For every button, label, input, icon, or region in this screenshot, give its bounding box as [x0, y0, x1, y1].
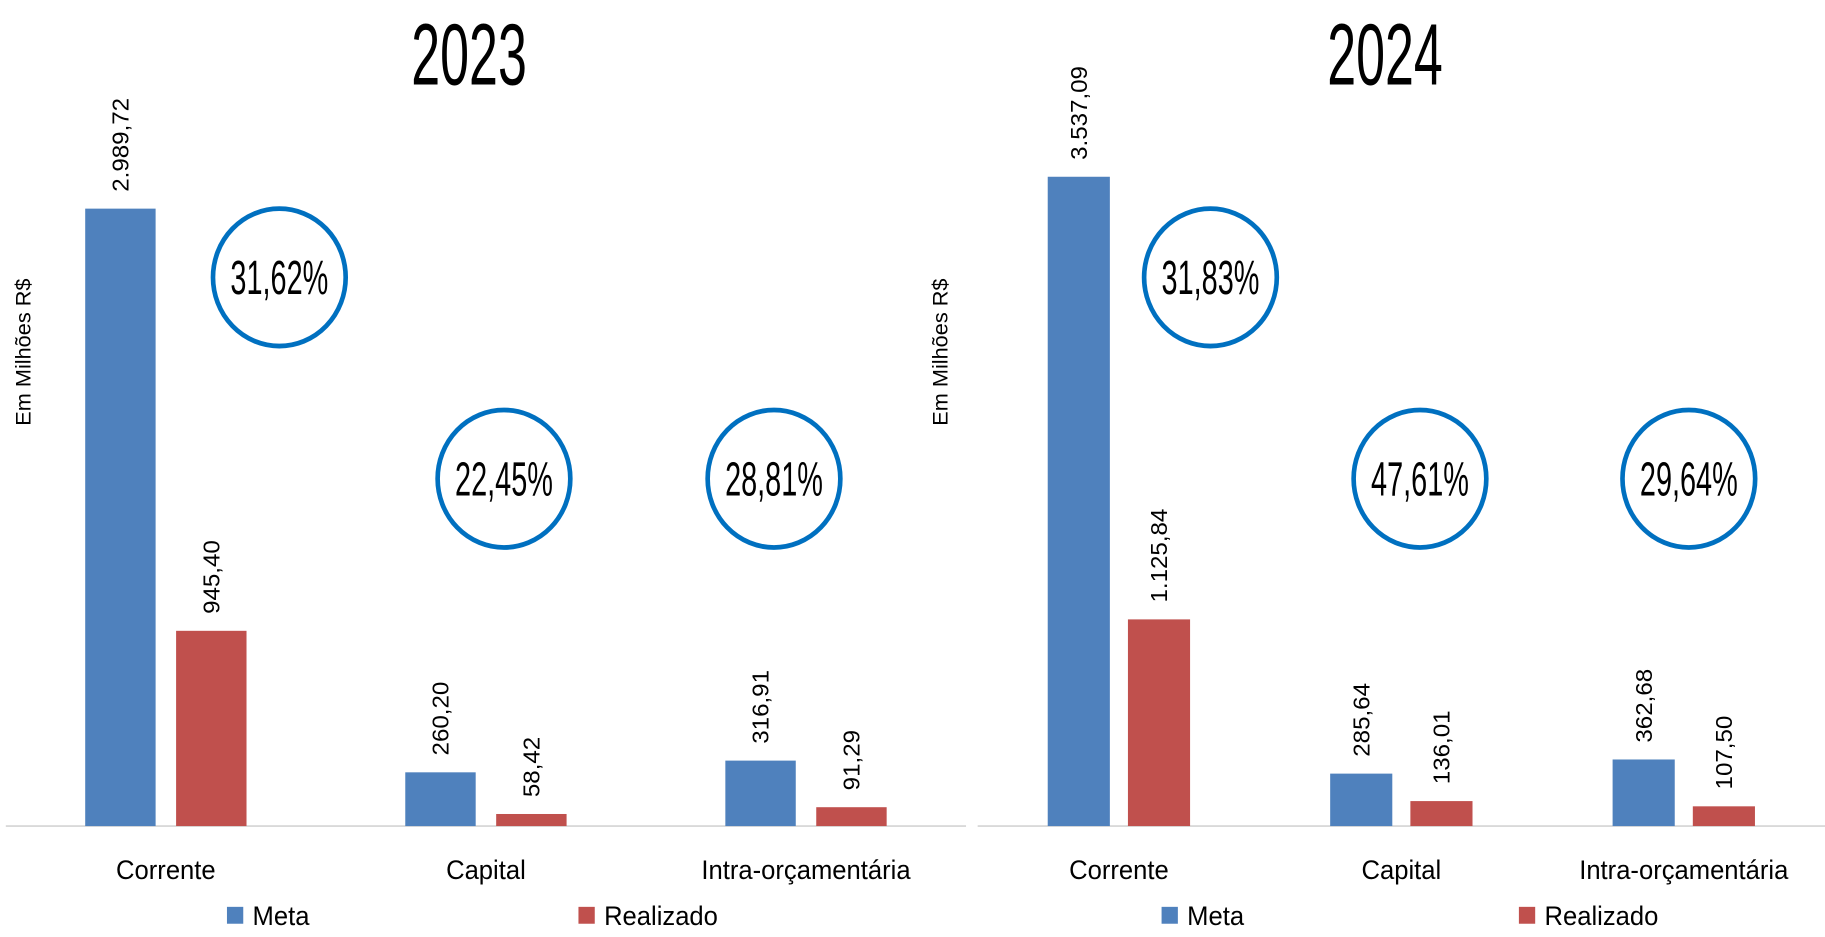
legend-label-line: Meta [1187, 901, 1244, 932]
annotation: 47,61% [1371, 453, 1469, 506]
legend-swatch [1518, 906, 1536, 924]
chart-title: 2024 [1327, 7, 1443, 104]
value-label: 136,01 [1430, 710, 1456, 784]
value-label: 260,20 [429, 682, 455, 756]
x-tick-label: Corrente [1069, 855, 1169, 886]
annotation: 28,81% [725, 453, 823, 506]
legend-label: Meta(Orçamento) [1187, 901, 1331, 937]
annotation: 29,64% [1640, 453, 1738, 506]
value-label: 1.125,84 [1148, 509, 1174, 603]
x-tick-label: Corrente [116, 855, 216, 886]
annotation-circle [210, 206, 349, 349]
legend-swatch [578, 906, 595, 924]
bar [1692, 806, 1755, 827]
value-label: 58,42 [520, 737, 546, 797]
bar [1330, 773, 1393, 827]
bar [176, 630, 247, 827]
x-tick-label: Capital [446, 855, 526, 886]
x-tick-label: Intra-orçamentária [701, 855, 911, 886]
value-label: 91,29 [840, 730, 866, 790]
y-axis-label: Em Milhões R$ [12, 278, 36, 425]
x-tick-label: Intra-orçamentária [1579, 855, 1789, 886]
annotation-circle [435, 407, 573, 550]
annotation: 31,83% [1162, 252, 1260, 305]
annotation-circle [1141, 206, 1280, 349]
legend-label: Realizado [1544, 901, 1658, 932]
bar [405, 772, 476, 827]
x-tick-label: Capital [1361, 855, 1441, 886]
bar [496, 813, 567, 827]
annotation-circle [1620, 407, 1758, 550]
value-label: 285,64 [1350, 683, 1376, 757]
annotation: 22,45% [455, 453, 553, 506]
bar [1410, 801, 1473, 827]
chart-title: 2023 [411, 7, 527, 104]
annotation-circle [1351, 407, 1489, 550]
value-label: 362,68 [1632, 669, 1658, 743]
value-label: 107,50 [1712, 716, 1738, 790]
legend-label: Realizado [604, 901, 718, 932]
legend-label: Meta(Orçamento) [253, 901, 397, 937]
value-label: 3.537,09 [1067, 66, 1093, 160]
bar [1047, 176, 1110, 827]
legend-label-line: Meta [253, 901, 310, 932]
annotation: 31,62% [230, 252, 328, 305]
value-label: 316,91 [749, 670, 775, 744]
bar [725, 760, 796, 827]
bar [1127, 619, 1191, 827]
annotation-circle [705, 407, 843, 550]
legend-swatch [226, 906, 244, 924]
bar [1612, 759, 1675, 827]
value-label: 945,40 [200, 540, 226, 614]
bar [85, 208, 156, 827]
y-axis-label: Em Milhões R$ [929, 278, 953, 425]
bar [816, 807, 887, 827]
legend-swatch [1161, 906, 1178, 924]
value-label: 2.989,72 [109, 98, 135, 192]
